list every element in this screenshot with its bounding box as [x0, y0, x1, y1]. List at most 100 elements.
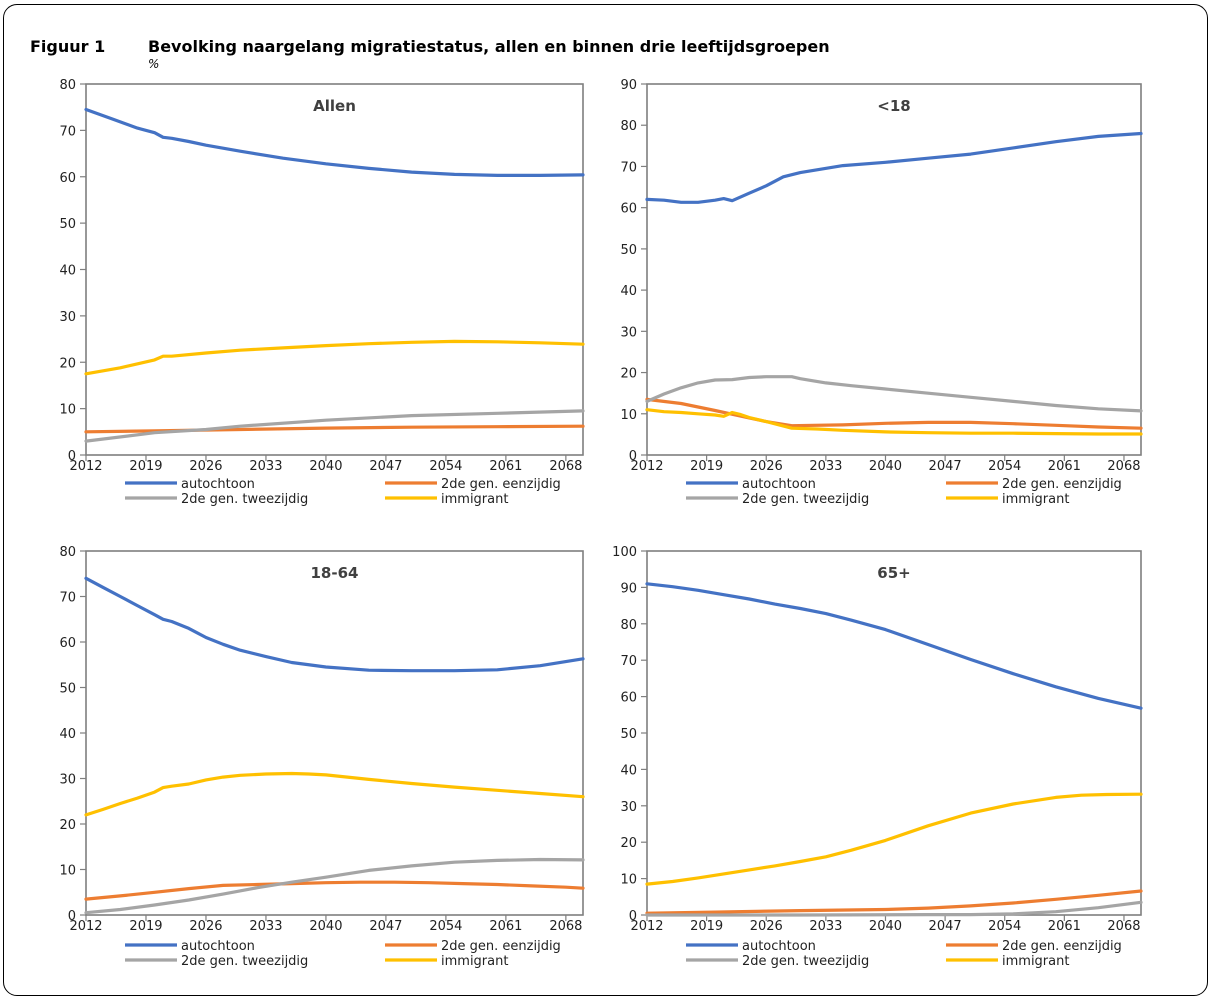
y-tick-label: 90: [620, 78, 637, 93]
y-tick-label: 30: [59, 310, 76, 325]
x-tick-label: 2047: [929, 459, 962, 474]
legend-label-immigrant: immigrant: [441, 492, 508, 507]
chart-title: 18-64: [311, 564, 359, 582]
y-tick-label: 70: [59, 591, 76, 606]
y-tick-label: 50: [59, 217, 76, 232]
series-line-tweezijdig: [645, 375, 1143, 413]
y-tick-label: 40: [620, 284, 637, 299]
y-tick-label: 70: [59, 124, 76, 139]
x-tick-label: 2040: [309, 459, 342, 474]
y-tick-label: 20: [620, 836, 637, 851]
series-line-eenzijdig: [645, 889, 1143, 915]
legend-label-tweezijdig: 2de gen. tweezijdig: [742, 492, 869, 507]
x-tick-label: 2012: [69, 919, 102, 934]
y-tick-label: 40: [59, 264, 76, 279]
legend-label-immigrant: immigrant: [1002, 954, 1069, 969]
y-tick-label: 10: [620, 873, 637, 888]
x-tick-label: 2040: [869, 919, 902, 934]
figure-unit: %: [148, 57, 160, 71]
series-line-tweezijdig: [645, 900, 1143, 917]
y-tick-label: 10: [620, 408, 637, 423]
plot-area-3: [646, 550, 1142, 916]
x-tick-label: 2061: [489, 919, 522, 934]
y-tick-label: 0: [68, 449, 76, 464]
x-tick-label: 2061: [1048, 919, 1081, 934]
legend-label-eenzijdig: 2de gen. eenzijdig: [441, 939, 561, 954]
x-tick-label: 2033: [809, 459, 842, 474]
x-tick-label: 2047: [369, 459, 402, 474]
series-line-eenzijdig: [645, 397, 1143, 430]
x-tick-label: 2012: [69, 459, 102, 474]
legend-label-eenzijdig: 2de gen. eenzijdig: [1002, 477, 1122, 492]
x-tick-label: 2033: [809, 919, 842, 934]
x-tick-label: 2047: [929, 919, 962, 934]
y-tick-label: 70: [620, 654, 637, 669]
plot-area-1: [646, 83, 1142, 456]
series-line-autochtoon: [645, 131, 1143, 204]
figure-title-text: Bevolking naargelang migratiestatus, all…: [148, 37, 830, 56]
x-tick-label: 2026: [750, 459, 783, 474]
y-tick-label: 70: [620, 160, 637, 175]
legend-label-autochtoon: autochtoon: [181, 477, 255, 492]
series-line-immigrant: [645, 792, 1143, 886]
y-tick-label: 20: [59, 818, 76, 833]
x-tick-label: 2012: [630, 459, 663, 474]
series-line-autochtoon: [84, 576, 585, 673]
x-tick-label: 2054: [988, 919, 1021, 934]
x-tick-label: 2033: [249, 919, 282, 934]
series-line-autochtoon: [645, 582, 1143, 710]
legend-label-immigrant: immigrant: [441, 954, 508, 969]
y-tick-label: 50: [59, 682, 76, 697]
y-tick-label: 40: [620, 763, 637, 778]
x-tick-label: 2019: [129, 919, 162, 934]
legend-label-immigrant: immigrant: [1002, 492, 1069, 507]
x-tick-label: 2054: [429, 459, 462, 474]
figure-label: Figuur 1: [30, 37, 106, 56]
y-tick-label: 80: [59, 78, 76, 93]
y-tick-label: 40: [59, 727, 76, 742]
y-tick-label: 20: [620, 367, 637, 382]
x-tick-label: 2026: [750, 919, 783, 934]
x-tick-label: 2026: [189, 919, 222, 934]
y-tick-label: 80: [59, 545, 76, 560]
series-line-eenzijdig: [84, 424, 585, 434]
x-tick-label: 2068: [1107, 919, 1140, 934]
y-tick-label: 30: [620, 325, 637, 340]
legend-label-tweezijdig: 2de gen. tweezijdig: [181, 954, 308, 969]
legend-label-eenzijdig: 2de gen. eenzijdig: [1002, 939, 1122, 954]
y-tick-label: 100: [612, 545, 637, 560]
x-tick-label: 2026: [189, 459, 222, 474]
y-tick-label: 50: [620, 243, 637, 258]
x-tick-label: 2068: [1107, 459, 1140, 474]
x-tick-label: 2040: [309, 919, 342, 934]
series-line-eenzijdig: [84, 880, 585, 901]
legend-label-eenzijdig: 2de gen. eenzijdig: [441, 477, 561, 492]
x-tick-label: 2019: [129, 459, 162, 474]
x-tick-label: 2068: [549, 919, 582, 934]
y-tick-label: 60: [620, 202, 637, 217]
y-tick-label: 80: [620, 119, 637, 134]
figure-frame: [3, 4, 1208, 996]
x-tick-label: 2061: [1048, 459, 1081, 474]
y-tick-label: 20: [59, 356, 76, 371]
legend-label-autochtoon: autochtoon: [181, 939, 255, 954]
legend-label-autochtoon: autochtoon: [742, 939, 816, 954]
y-tick-label: 30: [620, 800, 637, 815]
x-tick-label: 2068: [549, 459, 582, 474]
series-line-immigrant: [84, 771, 585, 817]
x-tick-label: 2061: [489, 459, 522, 474]
x-tick-label: 2012: [630, 919, 663, 934]
plot-area-0: [85, 83, 584, 456]
y-tick-label: 10: [59, 403, 76, 418]
y-tick-label: 0: [629, 449, 637, 464]
x-tick-label: 2033: [249, 459, 282, 474]
y-tick-label: 80: [620, 618, 637, 633]
legend-label-tweezijdig: 2de gen. tweezijdig: [742, 954, 869, 969]
x-tick-label: 2047: [369, 919, 402, 934]
y-tick-label: 10: [59, 864, 76, 879]
chart-title: <18: [877, 97, 910, 115]
y-tick-label: 0: [68, 909, 76, 924]
y-tick-label: 0: [629, 909, 637, 924]
x-tick-label: 2054: [429, 919, 462, 934]
